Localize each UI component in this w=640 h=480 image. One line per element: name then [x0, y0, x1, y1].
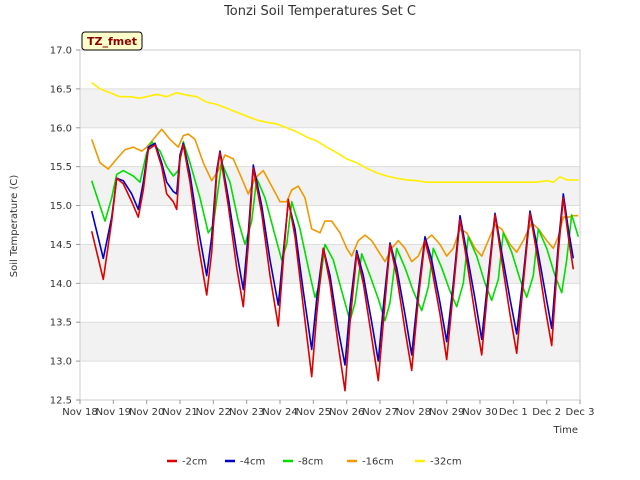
y-tick-label: 16.0 — [50, 123, 72, 134]
y-tick-label: 15.5 — [50, 162, 72, 173]
x-tick-label: Dec 2 — [532, 407, 561, 418]
y-tick-label: 14.5 — [50, 240, 72, 251]
y-axis-ticks: 12.5 13.0 13.5 14.0 14.5 15.0 15.5 16.0 16.5 17.0 — [50, 46, 80, 407]
series-line-minus-2cm — [90, 144, 575, 392]
y-tick-label: 15.0 — [50, 201, 72, 212]
y-tick-label: 14.0 — [50, 279, 72, 290]
x-tick-label: Nov 24 — [262, 407, 297, 418]
legend-label: -32cm — [430, 457, 462, 468]
site-badge: TZ_fmet — [81, 31, 143, 51]
series-line-minus-32cm — [91, 82, 579, 183]
x-tick-label: Nov 28 — [396, 407, 431, 418]
legend-item: -4cm — [225, 457, 265, 468]
x-axis-label: Time — [553, 425, 578, 436]
x-tick-label: Nov 21 — [162, 407, 197, 418]
x-tick-label: Nov 20 — [129, 407, 164, 418]
x-tick-label: Nov 30 — [462, 407, 497, 418]
background-band — [80, 166, 580, 206]
legend: -2cm -4cm -8cm -16cm -32cm — [167, 457, 462, 468]
x-tick-label: Dec 3 — [566, 407, 595, 418]
x-tick-label: Nov 18 — [62, 407, 97, 418]
legend-item: -16cm — [347, 457, 394, 468]
y-tick-label: 13.0 — [50, 357, 72, 368]
background-bands — [80, 88, 580, 362]
x-tick-label: Nov 23 — [229, 407, 264, 418]
legend-label: -16cm — [362, 457, 394, 468]
plot-frame — [79, 49, 581, 401]
legend-item: -2cm — [167, 457, 207, 468]
y-tick-label: 12.5 — [50, 396, 72, 407]
background-band — [80, 322, 580, 362]
series-layer — [90, 82, 580, 392]
site-badge-box — [81, 31, 143, 51]
x-tick-label: Nov 25 — [296, 407, 331, 418]
x-tick-label: Nov 22 — [196, 407, 231, 418]
x-tick-label: Nov 19 — [96, 407, 131, 418]
y-axis-label: Soil Temperature (C) — [9, 175, 20, 278]
y-tick-label: 16.5 — [50, 84, 72, 95]
legend-label: -4cm — [240, 457, 265, 468]
legend-item: -32cm — [415, 457, 462, 468]
legend-label: -2cm — [182, 457, 207, 468]
legend-item: -8cm — [283, 457, 323, 468]
site-badge-label: TZ_fmet — [87, 35, 137, 48]
x-tick-label: Dec 1 — [499, 407, 528, 418]
y-tick-label: 17.0 — [50, 46, 72, 57]
x-tick-label: Nov 27 — [362, 407, 397, 418]
chart-title: Tonzi Soil Temperatures Set C — [223, 4, 416, 19]
y-tick-label: 13.5 — [50, 318, 72, 329]
legend-label: -8cm — [298, 457, 323, 468]
x-tick-label: Nov 26 — [329, 407, 364, 418]
x-tick-label: Nov 29 — [429, 407, 464, 418]
